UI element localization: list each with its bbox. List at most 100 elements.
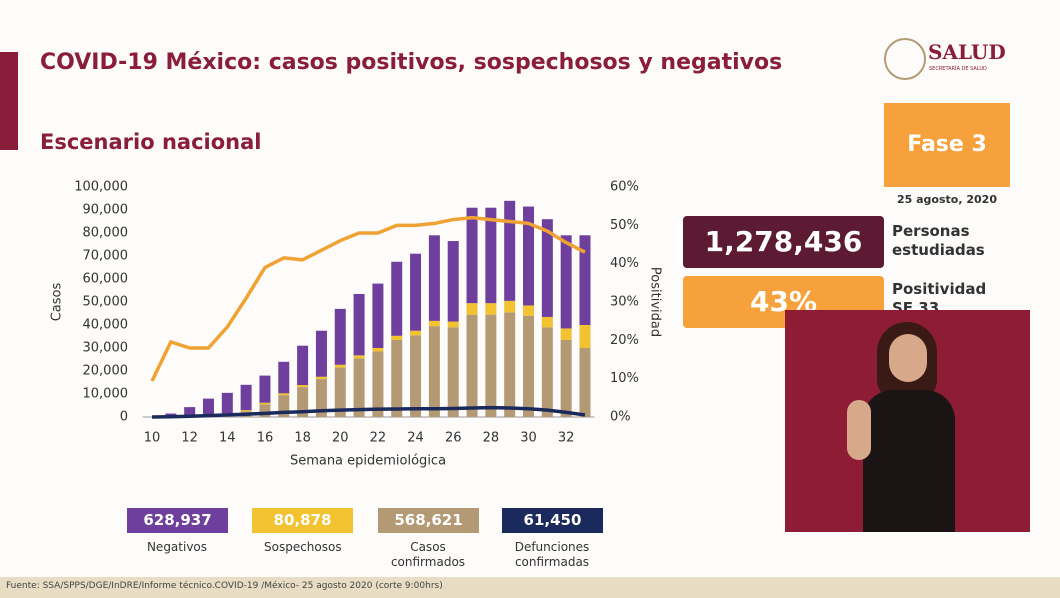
bar-segment [334,364,346,368]
bar-segment [315,379,327,417]
bar-segment [560,339,572,417]
phase-badge: Fase 3 [884,103,1010,187]
bar-segment [485,303,497,315]
bar-segment [202,398,214,415]
bar-segment [278,395,290,417]
legend-label: Casos confirmados [390,540,466,569]
bar-segment [391,339,403,417]
y2-axis-label: Positividad [648,267,663,337]
bar-segment [297,385,309,388]
x-tick-label: 14 [219,431,236,446]
bar-segment [240,410,252,412]
bar-segment [391,335,403,340]
y2-tick-label: 40% [610,256,639,271]
y-tick-label: 60,000 [83,272,129,287]
bar-segment [372,348,384,352]
studied-label: Personas estudiadas [892,222,985,259]
bar-segment [504,200,516,301]
interpreter-video [785,310,1030,532]
legend-label: Sospechosos [264,540,342,554]
bar-segment [504,312,516,417]
bar-segment [315,330,327,377]
x-tick-label: 22 [370,431,387,446]
y-tick-label: 0 [120,410,128,425]
y-tick-label: 70,000 [83,249,129,264]
bar-segment [297,387,309,417]
bar-segment [334,308,346,365]
slide-subtitle: Escenario nacional [40,130,262,154]
x-tick-label: 16 [257,431,274,446]
legend-total: 568,621 [378,508,479,533]
bar-segment [240,384,252,411]
studied-value: 1,278,436 [683,216,884,268]
y2-tick-label: 20% [610,333,639,348]
x-tick-label: 28 [483,431,500,446]
bar-segment [466,207,478,304]
y-tick-label: 10,000 [83,387,129,402]
x-tick-label: 10 [144,431,161,446]
bar-segment [447,321,459,328]
bar-segment [560,235,572,329]
bar-segment [372,283,384,348]
y-tick-label: 20,000 [83,364,129,379]
bar-segment [523,206,535,306]
x-axis-label: Semana epidemiológica [290,454,446,469]
bar-segment [579,325,591,348]
bar-segment [523,305,535,316]
bar-segment [447,327,459,417]
y2-tick-label: 10% [610,371,639,386]
bar-segment [278,393,290,396]
y-tick-label: 50,000 [83,295,129,310]
bar-segment [410,330,422,336]
bar-segment [428,320,440,327]
bar-segment [541,316,553,328]
date-label: 25 agosto, 2020 [897,193,997,206]
bar-segment [259,375,271,403]
accent-bar [0,52,18,150]
logo-text: SALUD [928,40,1006,64]
y-axis-label: Casos [50,283,65,322]
bar-segment [579,348,591,417]
bar-segment [447,241,459,322]
footer-band [0,577,1060,598]
y2-tick-label: 60% [610,180,639,195]
bar-segment [315,376,327,380]
x-tick-label: 26 [445,431,462,446]
bar-segment [221,392,233,414]
x-tick-label: 32 [558,431,575,446]
bar-segment [259,402,271,405]
bar-segment [428,235,440,321]
bar-segment [541,219,553,317]
bar-segment [579,235,591,325]
legend-label: Negativos [146,540,208,554]
bar-segment [541,327,553,417]
x-tick-label: 20 [332,431,349,446]
bar-segment [353,293,365,356]
y2-tick-label: 30% [610,295,639,310]
y2-tick-label: 50% [610,218,639,233]
logo-subtext: SECRETARÍA DE SALUD [929,66,987,72]
line [150,215,586,382]
bar-segment [353,355,365,359]
y-tick-label: 80,000 [83,226,129,241]
legend-total: 61,450 [502,508,603,533]
y-tick-label: 90,000 [83,203,129,218]
logo-emblem [884,38,926,80]
bar-segment [504,300,516,313]
legend-label: Defunciones confirmadas [514,540,590,569]
y-tick-label: 100,000 [74,180,128,195]
bar-segment [466,314,478,417]
bar-segment [560,328,572,340]
bar-segment [485,207,497,304]
legend-total: 80,878 [252,508,353,533]
bar-segment [278,361,290,394]
bar-segment [334,367,346,417]
bar-segment [523,315,535,417]
bar-segment [353,358,365,417]
line [151,405,586,419]
y-tick-label: 40,000 [83,318,129,333]
bar-segment [410,253,422,331]
footer-source: Fuente: SSA/SPPS/DGE/InDRE/Informe técni… [6,581,443,591]
